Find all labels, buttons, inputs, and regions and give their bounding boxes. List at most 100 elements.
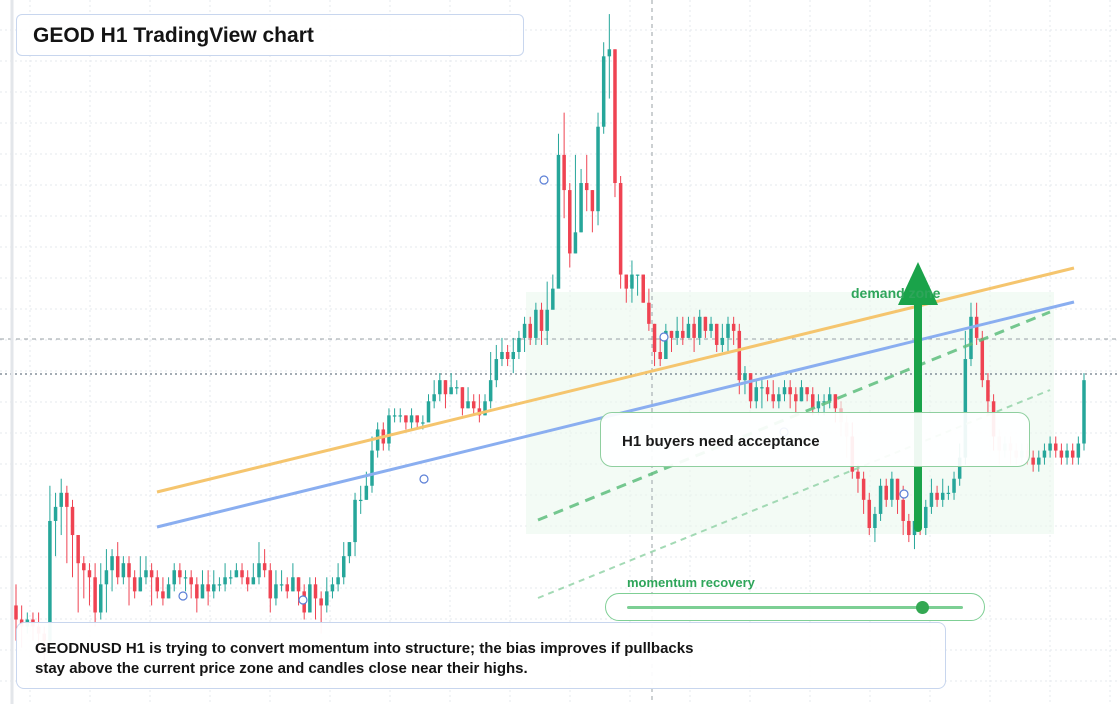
- candle-body: [364, 485, 369, 500]
- candle: [737, 323, 742, 395]
- candle: [799, 380, 804, 402]
- candle-body: [319, 598, 323, 606]
- candle-body: [398, 415, 403, 417]
- candle: [178, 563, 182, 585]
- candle-body: [630, 274, 634, 289]
- candle-body: [195, 584, 199, 599]
- candle: [1037, 450, 1041, 472]
- candle: [613, 49, 617, 198]
- candle: [206, 570, 210, 606]
- candle-body: [720, 337, 725, 345]
- candle-body: [1076, 443, 1081, 458]
- candle-body: [392, 415, 397, 417]
- candle: [370, 436, 374, 493]
- candle: [183, 570, 188, 592]
- candle-body: [443, 380, 448, 395]
- candle-body: [686, 323, 691, 338]
- candle: [223, 563, 227, 592]
- candle-body: [856, 471, 860, 479]
- candle-body: [488, 380, 493, 402]
- candle-body: [48, 520, 52, 641]
- candle: [500, 337, 504, 367]
- candle: [624, 274, 629, 303]
- candle-body: [341, 556, 346, 578]
- candle-body: [731, 323, 736, 331]
- candle-body: [127, 563, 131, 578]
- candle-body: [183, 577, 188, 579]
- candle-body: [370, 450, 374, 486]
- candle: [330, 577, 335, 599]
- candle: [132, 570, 137, 599]
- candle: [200, 570, 205, 599]
- candle-body: [279, 584, 284, 586]
- candle-body: [748, 373, 753, 402]
- candle: [788, 380, 792, 409]
- candle: [262, 549, 267, 578]
- candle-body: [330, 584, 335, 592]
- candle: [940, 478, 945, 507]
- candle: [87, 563, 92, 606]
- candle: [731, 316, 736, 345]
- candle-body: [234, 570, 239, 578]
- candle-body: [827, 394, 832, 402]
- candle: [726, 316, 730, 352]
- candle: [771, 380, 775, 409]
- candle: [48, 485, 52, 648]
- candle-body: [760, 387, 764, 389]
- candle: [189, 570, 193, 599]
- candle-body: [70, 506, 75, 536]
- summary-line-1: GEODNUSD H1 is trying to convert momentu…: [35, 640, 694, 657]
- candle: [93, 563, 97, 627]
- candle-body: [53, 506, 58, 521]
- candle: [336, 563, 340, 592]
- candle: [144, 556, 148, 585]
- candle: [488, 352, 493, 409]
- candle-body: [890, 478, 894, 500]
- candle-body: [313, 584, 318, 599]
- candle: [149, 563, 154, 606]
- candle-body: [387, 415, 391, 444]
- candle: [568, 183, 572, 268]
- candle-body: [494, 359, 499, 381]
- candle-body: [483, 401, 487, 416]
- candle: [867, 492, 872, 536]
- candle-body: [1082, 380, 1086, 444]
- candle-body: [867, 499, 872, 528]
- candle-body: [217, 584, 222, 586]
- candle: [522, 316, 527, 352]
- candle: [375, 422, 380, 458]
- candle: [573, 154, 578, 254]
- candle-body: [833, 394, 838, 409]
- candle-body: [178, 570, 182, 578]
- candle: [539, 302, 544, 345]
- summary-line-2: stay above the current price zone and ca…: [35, 660, 528, 677]
- candle: [392, 408, 397, 423]
- candle-body: [223, 577, 227, 585]
- candle-body: [1070, 450, 1075, 458]
- candle: [1048, 436, 1052, 458]
- candle-body: [573, 232, 578, 254]
- candle-body: [268, 570, 273, 599]
- candle-body: [551, 288, 555, 310]
- candle-body: [647, 302, 651, 324]
- candle-body: [438, 380, 442, 395]
- candle-body: [432, 394, 436, 402]
- candle-body: [87, 570, 92, 578]
- candle-body: [404, 415, 408, 423]
- candle-body: [522, 323, 527, 338]
- momentum-track: [627, 606, 963, 609]
- candle: [1065, 443, 1069, 465]
- candle: [161, 577, 165, 606]
- candle-body: [534, 309, 538, 338]
- candle: [291, 563, 295, 592]
- candle-body: [703, 316, 708, 331]
- candle-body: [816, 401, 821, 409]
- candle-body: [873, 513, 877, 528]
- candle: [748, 373, 753, 409]
- candle-body: [336, 577, 340, 585]
- signal-marker-icon: [899, 489, 909, 499]
- candle: [398, 408, 403, 423]
- candle-body: [76, 535, 80, 564]
- candle-body: [794, 394, 798, 402]
- candle: [70, 499, 75, 578]
